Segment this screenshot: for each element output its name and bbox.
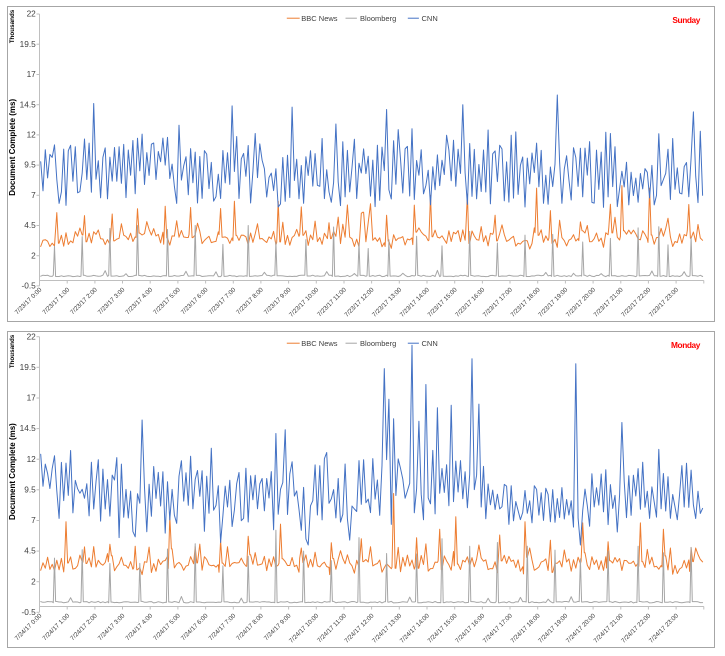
- svg-text:4.5: 4.5: [24, 546, 36, 556]
- svg-text:14.5: 14.5: [20, 423, 37, 433]
- svg-text:12: 12: [27, 130, 37, 140]
- svg-text:Bloomberg: Bloomberg: [360, 339, 396, 348]
- svg-text:7: 7: [31, 190, 36, 200]
- svg-text:BBC News: BBC News: [301, 14, 338, 23]
- svg-text:2: 2: [31, 250, 36, 260]
- svg-text:22: 22: [27, 331, 37, 341]
- svg-text:Sunday: Sunday: [672, 15, 700, 25]
- svg-text:19.5: 19.5: [20, 362, 37, 372]
- svg-text:19.5: 19.5: [20, 39, 37, 49]
- svg-text:-0.5: -0.5: [22, 607, 37, 617]
- svg-text:-0.5: -0.5: [22, 281, 37, 291]
- svg-text:17: 17: [27, 393, 37, 403]
- svg-text:14.5: 14.5: [20, 99, 37, 109]
- svg-text:Thousands: Thousands: [9, 9, 16, 43]
- svg-text:Monday: Monday: [671, 340, 701, 350]
- svg-text:7: 7: [31, 515, 36, 525]
- svg-text:4.5: 4.5: [24, 220, 36, 230]
- svg-text:Document Complete (ms): Document Complete (ms): [8, 423, 17, 520]
- svg-text:Bloomberg: Bloomberg: [360, 14, 396, 23]
- svg-text:17: 17: [27, 69, 37, 79]
- svg-text:Document Complete (ms): Document Complete (ms): [8, 99, 17, 196]
- svg-text:CNN: CNN: [422, 339, 438, 348]
- svg-text:9.5: 9.5: [24, 484, 36, 494]
- svg-text:2: 2: [31, 576, 36, 586]
- svg-text:Thousands: Thousands: [9, 334, 16, 368]
- svg-text:BBC News: BBC News: [301, 339, 338, 348]
- svg-text:22: 22: [27, 9, 37, 19]
- svg-text:12: 12: [27, 454, 37, 464]
- svg-text:9.5: 9.5: [24, 160, 36, 170]
- svg-text:CNN: CNN: [422, 14, 438, 23]
